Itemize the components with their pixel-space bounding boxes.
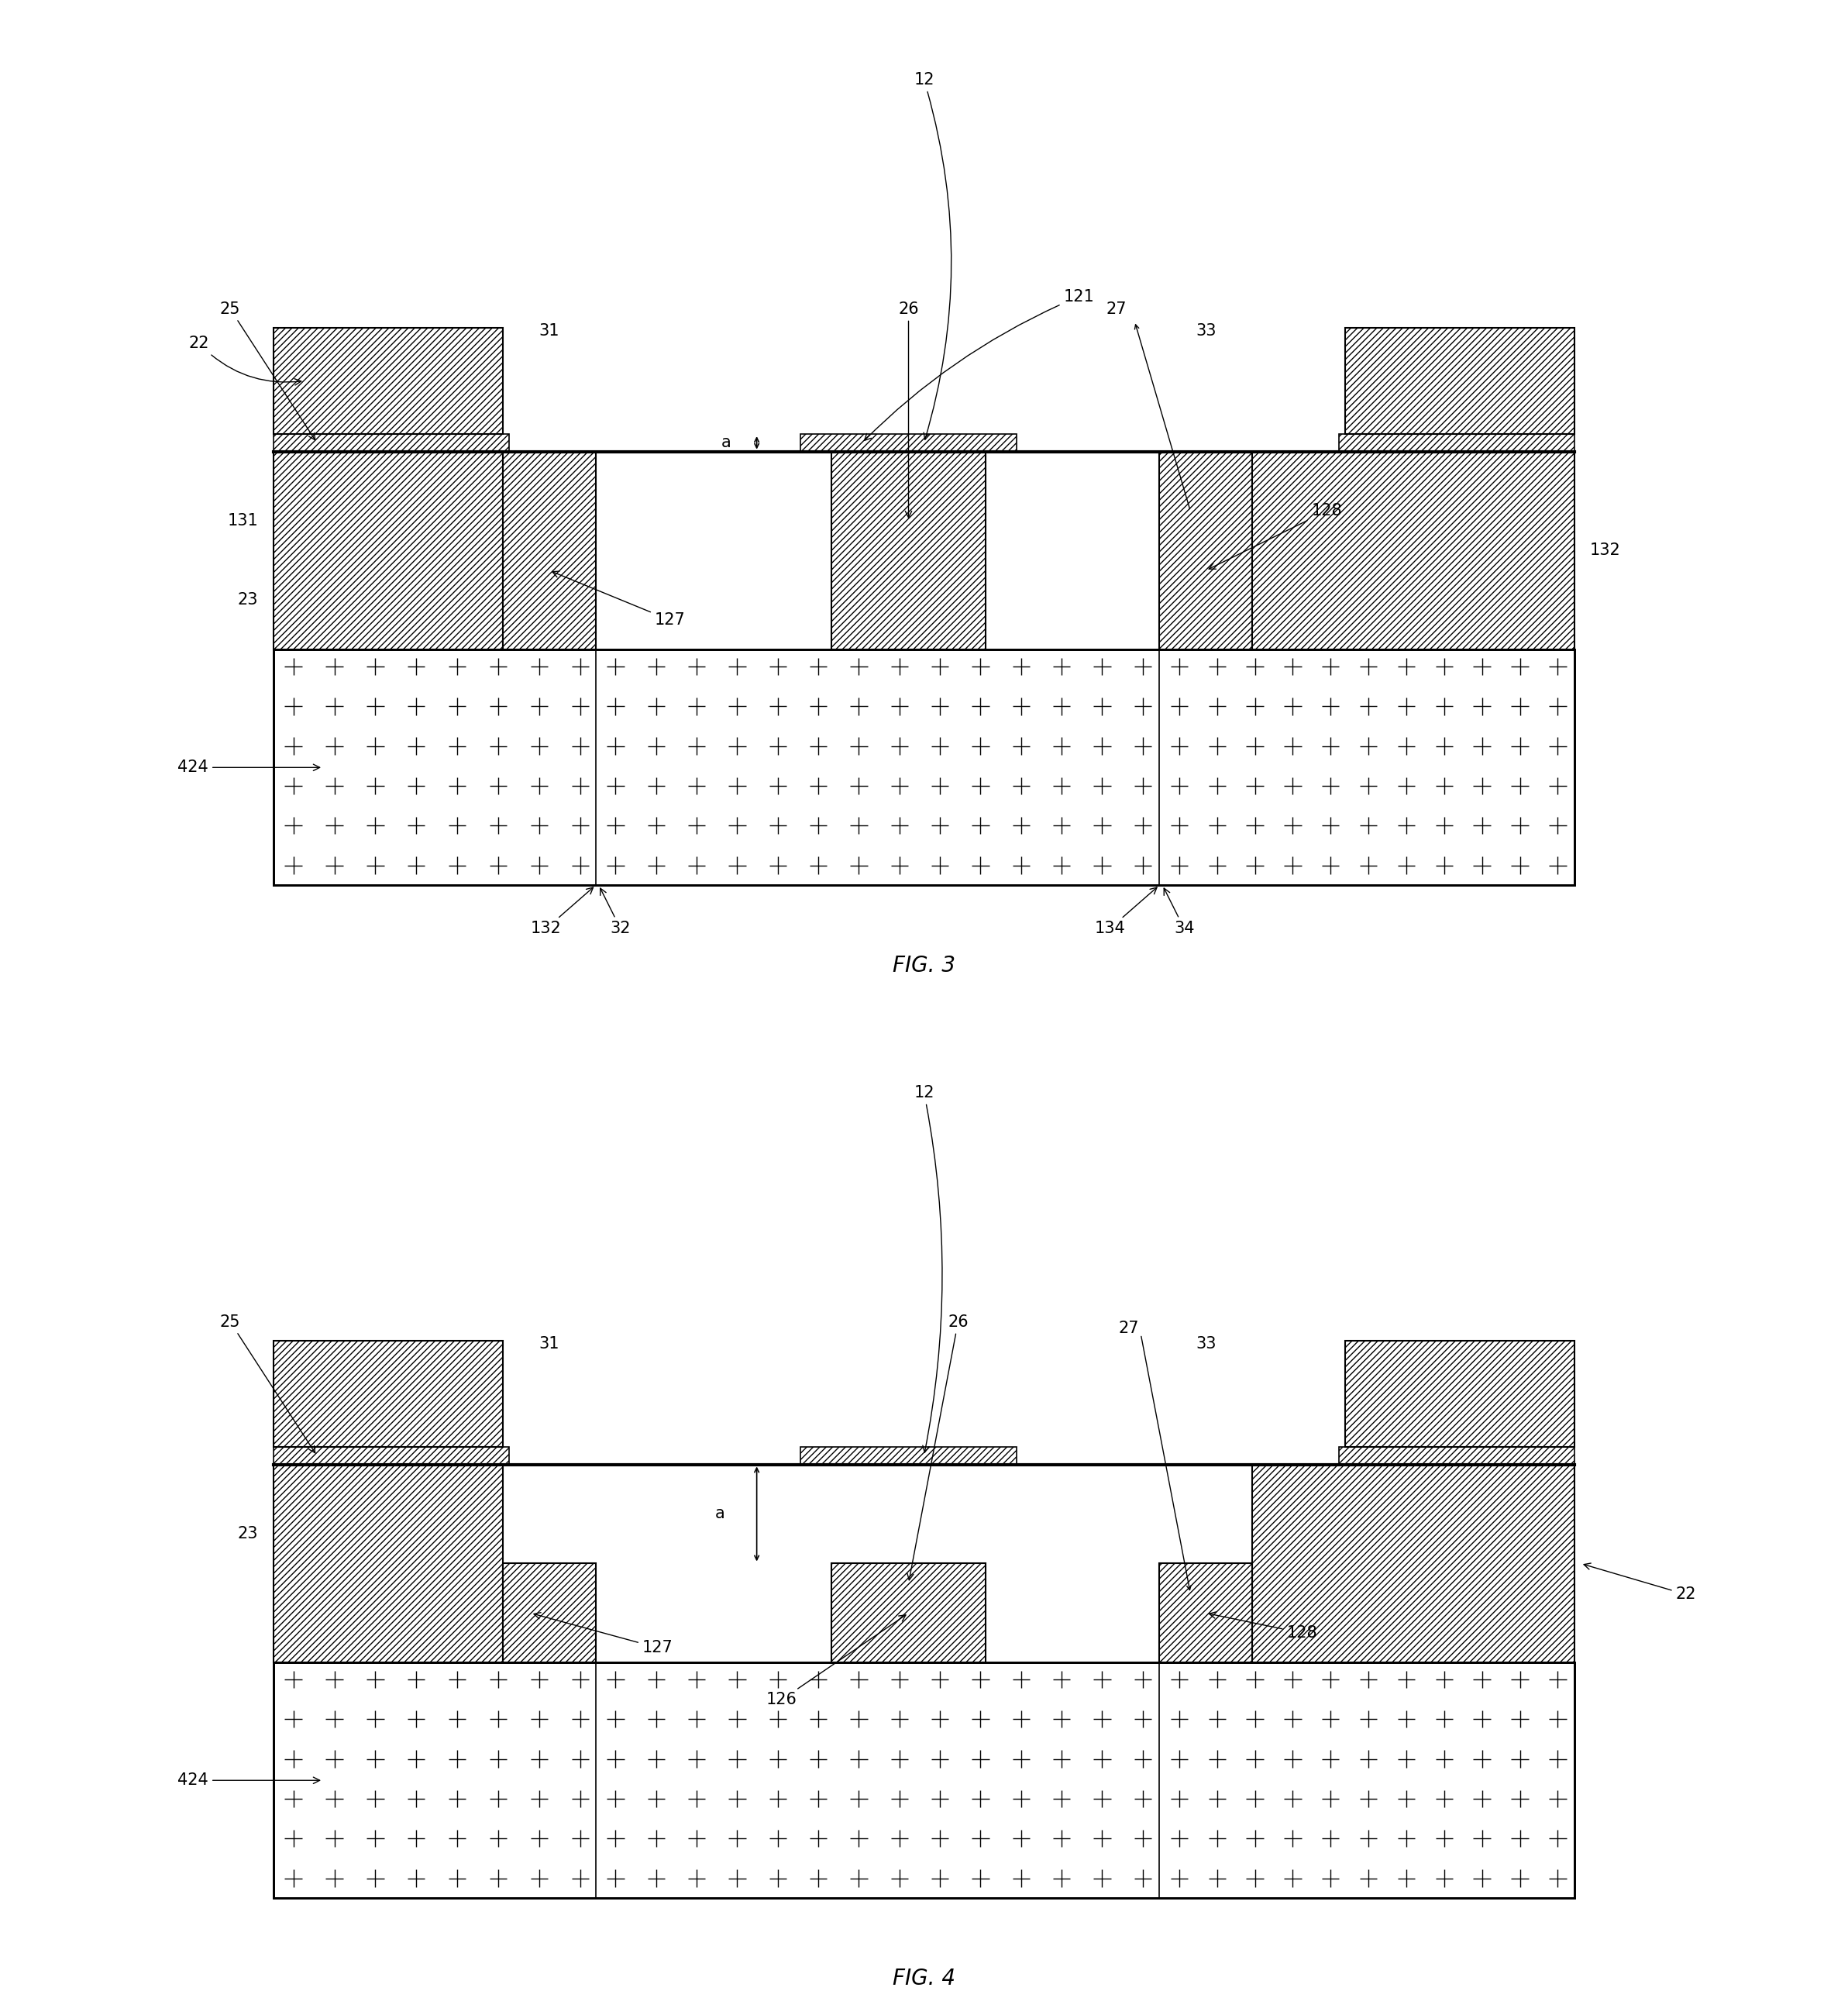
Text: a: a — [721, 435, 730, 451]
Bar — [274, 451, 503, 649]
Bar — [274, 1340, 503, 1447]
Text: 424: 424 — [177, 1773, 320, 1787]
Text: 23: 23 — [238, 592, 259, 609]
Bar — [832, 1564, 987, 1662]
Text: 128: 128 — [1209, 504, 1342, 568]
Text: 27: 27 — [1105, 300, 1125, 316]
Text: 121: 121 — [865, 288, 1094, 441]
Bar — [274, 433, 508, 451]
Bar — [274, 1662, 1574, 1898]
Text: 26: 26 — [907, 1314, 968, 1580]
Text: 31: 31 — [540, 1336, 560, 1352]
Bar — [1340, 433, 1574, 451]
Text: FIG. 4: FIG. 4 — [893, 1969, 955, 1989]
Bar — [1161, 651, 1573, 885]
Text: 127: 127 — [553, 570, 686, 629]
Text: 31: 31 — [540, 322, 560, 339]
Bar — [274, 649, 1574, 885]
Bar — [1253, 451, 1574, 649]
Text: 126: 126 — [767, 1614, 906, 1707]
Bar — [832, 451, 987, 649]
Bar — [800, 433, 1016, 451]
Bar — [275, 651, 595, 885]
Bar — [1161, 1664, 1573, 1896]
Text: 12: 12 — [913, 73, 952, 439]
Text: 23: 23 — [238, 1525, 259, 1541]
Text: 26: 26 — [898, 300, 918, 518]
Bar — [275, 1664, 595, 1896]
Bar — [597, 651, 1159, 885]
Bar — [1253, 1465, 1574, 1662]
Text: 22: 22 — [1584, 1564, 1696, 1602]
Text: 25: 25 — [220, 1314, 316, 1453]
Text: 131: 131 — [227, 514, 259, 528]
Bar — [274, 1465, 503, 1662]
Text: 134: 134 — [1094, 887, 1157, 937]
Bar — [1345, 328, 1574, 433]
Text: 33: 33 — [1196, 1336, 1216, 1352]
Text: 424: 424 — [177, 760, 320, 776]
Text: 27: 27 — [1118, 1320, 1138, 1336]
Bar — [274, 1662, 1574, 1898]
Text: 132: 132 — [1589, 542, 1621, 558]
Bar — [597, 1664, 1159, 1896]
Bar — [800, 1447, 1016, 1465]
Bar — [503, 451, 595, 649]
Text: 22: 22 — [188, 337, 301, 385]
Bar — [503, 1564, 595, 1662]
Bar — [1159, 451, 1253, 649]
Bar — [1159, 1564, 1253, 1662]
Bar — [274, 328, 503, 433]
Text: 127: 127 — [534, 1612, 673, 1656]
Text: 33: 33 — [1196, 322, 1216, 339]
Text: FIG. 3: FIG. 3 — [893, 955, 955, 977]
Text: 32: 32 — [601, 889, 630, 937]
Text: 25: 25 — [220, 300, 316, 439]
Bar — [274, 649, 1574, 885]
Bar — [274, 1447, 508, 1465]
Text: 128: 128 — [1209, 1612, 1318, 1640]
Bar — [1345, 1340, 1574, 1447]
Text: 132: 132 — [530, 887, 593, 937]
Text: a: a — [715, 1505, 724, 1521]
Text: 12: 12 — [913, 1084, 942, 1453]
Text: 34: 34 — [1164, 889, 1194, 937]
Bar — [1340, 1447, 1574, 1465]
